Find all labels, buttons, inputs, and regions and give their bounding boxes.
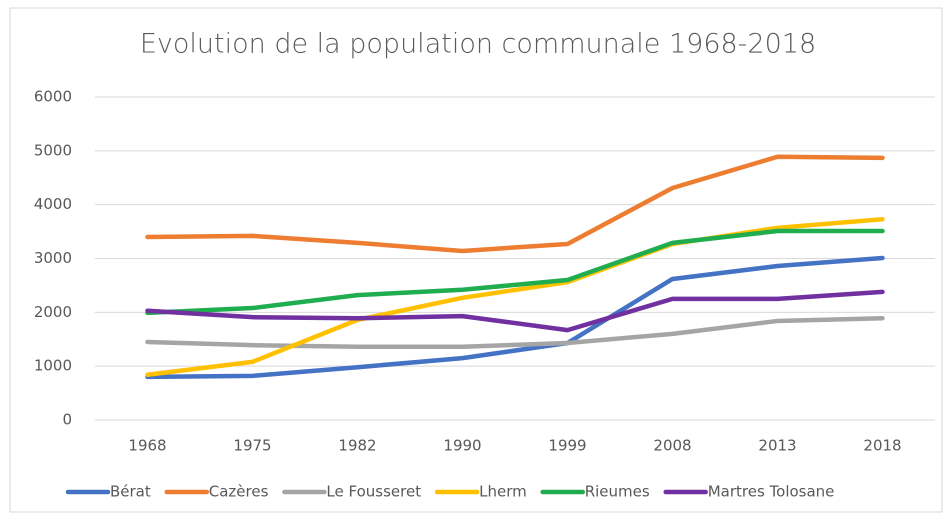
data-line — [145, 154, 885, 254]
y-tick-label: 6000 — [34, 88, 72, 106]
legend-label: Le Fousseret — [326, 483, 421, 501]
x-tick-label: 1982 — [338, 437, 376, 455]
legend-label: Cazères — [209, 483, 269, 501]
legend-label: Bérat — [110, 483, 151, 501]
data-line — [145, 316, 885, 350]
x-tick-label: 1990 — [443, 437, 481, 455]
x-tick-label: 1968 — [128, 437, 166, 455]
data-line — [145, 255, 885, 380]
y-tick-label: 3000 — [34, 249, 72, 267]
y-tick-label: 1000 — [34, 357, 72, 375]
chart-title: Evolution de la population communale 196… — [140, 29, 816, 60]
x-tick-label: 2008 — [653, 437, 691, 455]
x-tick-label: 2018 — [863, 437, 901, 455]
x-tick-label: 1975 — [233, 437, 271, 455]
data-line — [145, 228, 885, 316]
y-tick-label: 5000 — [34, 141, 72, 159]
legend-label: Martres Tolosane — [708, 483, 835, 501]
data-line — [145, 289, 885, 333]
y-tick-label: 0 — [62, 411, 72, 429]
y-tick-label: 2000 — [34, 303, 72, 321]
x-tick-label: 2013 — [758, 437, 796, 455]
y-tick-label: 4000 — [34, 195, 72, 213]
data-line — [145, 216, 885, 378]
x-tick-label: 1999 — [548, 437, 586, 455]
legend-label: Lherm — [479, 483, 527, 501]
chart-frame — [9, 7, 943, 513]
legend-label: Rieumes — [585, 483, 650, 501]
